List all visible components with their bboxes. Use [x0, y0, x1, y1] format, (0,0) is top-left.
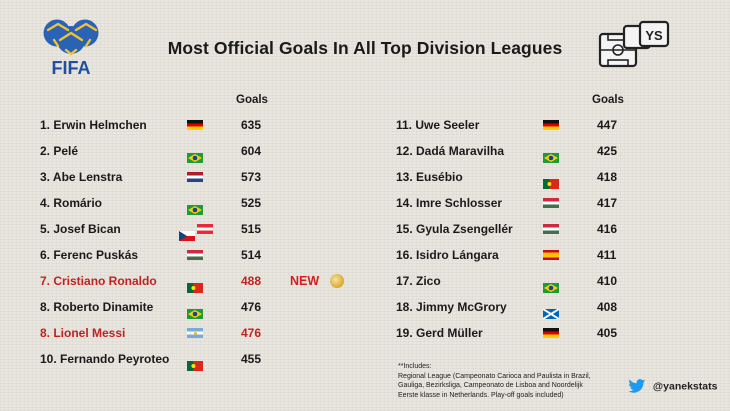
player-name: 15. Gyula Zsengellér — [396, 222, 513, 236]
goals-value: 488 — [241, 274, 262, 288]
goals-value: 573 — [241, 170, 262, 184]
table-row: 16. Isidro Lángara 411 — [396, 242, 716, 268]
goals-value: 405 — [597, 326, 618, 340]
goals-value: 525 — [241, 196, 262, 210]
player-name: 6. Ferenc Puskás — [40, 248, 139, 262]
player-name: 16. Isidro Lángara — [396, 248, 499, 262]
table-row: 17. Zico 410 — [396, 268, 716, 294]
player-name: 13. Eusébio — [396, 170, 463, 184]
player-name: 5. Josef Bican — [40, 222, 121, 236]
twitter-credit[interactable]: @yanekstats — [628, 379, 717, 394]
player-name: 3. Abe Lenstra — [40, 170, 123, 184]
spain-flag-icon — [543, 250, 559, 260]
table-row: 3. Abe Lenstra 573 — [40, 164, 360, 190]
goals-value: 416 — [597, 222, 618, 236]
hungary-flag-icon — [187, 250, 203, 260]
goals-header-left: Goals — [236, 94, 268, 106]
table-row: 7. Cristiano Ronaldo 488 NEW — [40, 268, 360, 294]
player-name: 17. Zico — [396, 274, 441, 288]
player-name: 10. Fernando Peyroteo — [40, 352, 170, 366]
player-name: 18. Jimmy McGrory — [396, 300, 507, 314]
goals-value: 515 — [241, 222, 262, 236]
footnote-line: Eerste klasse in Netherlands. Play-off g… — [398, 391, 564, 399]
fifa-logo: FIFA — [43, 19, 99, 78]
hungary-flag-icon — [543, 224, 559, 234]
goals-header-right: Goals — [592, 94, 624, 106]
player-name: 11. Uwe Seeler — [396, 118, 480, 132]
goals-value: 411 — [597, 248, 617, 262]
goals-value: 635 — [241, 118, 262, 132]
table-row: 4. Romário 525 — [40, 190, 360, 216]
table-row: 2. Pelé 604 — [40, 138, 360, 164]
player-name: 19. Gerd Müller — [396, 326, 483, 340]
table-row: 1. Erwin Helmchen 635 — [40, 112, 360, 138]
player-name: 8. Roberto Dinamite — [40, 300, 154, 314]
germany-flag-icon — [187, 120, 203, 130]
germany-flag-icon — [543, 328, 559, 338]
goals-value: 476 — [241, 300, 262, 314]
portugal-flag-icon — [187, 276, 203, 293]
brazil-flag-icon — [187, 302, 203, 319]
goals-value: 410 — [597, 274, 618, 288]
player-name: 14. Imre Schlosser — [396, 196, 503, 210]
table-row: 11. Uwe Seeler 447 — [396, 112, 716, 138]
table-row: 15. Gyula Zsengellér 416 — [396, 216, 716, 242]
goals-value: 425 — [597, 144, 618, 158]
table-row: 12. Dadá Maravilha 425 — [396, 138, 716, 164]
twitter-icon — [628, 379, 646, 393]
goals-value: 604 — [241, 144, 262, 158]
table-row: 8. Roberto Dinamite 476 — [40, 294, 360, 320]
netherlands-flag-icon — [187, 172, 203, 182]
svg-text:FIFA: FIFA — [52, 58, 91, 78]
footnote-line: Regional League (Campeonato Carioca and … — [398, 372, 591, 380]
hungary-flag-icon — [543, 198, 559, 208]
czech-flag-icon — [179, 224, 195, 241]
goals-value: 514 — [241, 248, 262, 262]
coin-icon — [330, 274, 344, 288]
twitter-handle: @yanekstats — [652, 380, 718, 393]
player-name: 2. Pelé — [40, 144, 79, 158]
austria-flag-icon — [197, 224, 213, 234]
brazil-flag-icon — [543, 276, 559, 293]
scotland-flag-icon — [542, 302, 560, 320]
goals-value: 455 — [241, 352, 262, 366]
table-row: 13. Eusébio 418 — [396, 164, 716, 190]
player-name: 4. Romário — [40, 196, 103, 210]
player-name: 1. Erwin Helmchen — [40, 118, 147, 132]
table-row: 18. Jimmy McGrory 408 — [396, 294, 716, 320]
player-name: 12. Dadá Maravilha — [396, 144, 505, 158]
goals-value: 447 — [597, 118, 618, 132]
brazil-flag-icon — [187, 146, 203, 163]
table-row: 19. Gerd Müller 405 — [396, 320, 716, 346]
portugal-flag-icon — [187, 354, 203, 371]
brazil-flag-icon — [543, 146, 559, 163]
table-row: 10. Fernando Peyroteo 455 — [40, 346, 360, 372]
table-row: 6. Ferenc Puskás 514 — [40, 242, 360, 268]
brazil-flag-icon — [187, 198, 203, 215]
table-row: 14. Imre Schlosser 417 — [396, 190, 716, 216]
table-row: 8. Lionel Messi 476 — [40, 320, 360, 346]
germany-flag-icon — [543, 120, 559, 130]
new-badge: NEW — [290, 274, 320, 288]
footnotes: **Includes: Regional League (Campeonato … — [398, 362, 648, 400]
footnote-line: Gauliga, Bezirksliga, Campeonato de Lisb… — [398, 382, 583, 389]
goals-value: 408 — [597, 300, 618, 314]
footnote-line: **Includes: — [398, 363, 432, 370]
player-name: 8. Lionel Messi — [40, 326, 126, 340]
portugal-flag-icon — [543, 172, 559, 189]
yanekstats-logo: YS — [598, 20, 670, 68]
argentina-flag-icon — [187, 328, 203, 338]
goals-value: 418 — [597, 170, 618, 184]
goals-value: 476 — [241, 326, 262, 340]
svg-text:YS: YS — [645, 28, 663, 43]
page-title: Most Official Goals In All Top Division … — [167, 38, 563, 58]
player-name: 7. Cristiano Ronaldo — [40, 274, 157, 288]
goals-value: 417 — [597, 196, 618, 210]
table-row: 5. Josef Bican 515 — [40, 216, 360, 242]
